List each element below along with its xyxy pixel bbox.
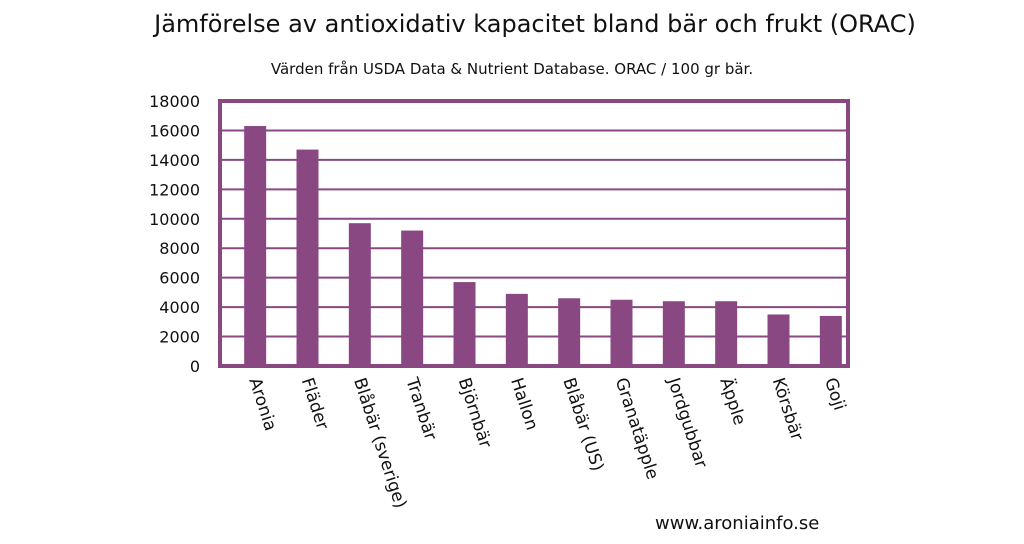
- x-tick-label: Hallon: [506, 375, 542, 432]
- bar: [767, 314, 790, 366]
- x-tick-label: Körsbär: [768, 375, 807, 443]
- x-axis-tick-labels: Aronia Fläder Blåbär (sverige)Tranbär Björn…: [244, 374, 849, 510]
- bar: [453, 282, 476, 366]
- bar: [348, 223, 371, 366]
- y-tick-label: 10000: [149, 210, 200, 229]
- y-tick-label: 0: [190, 357, 200, 376]
- bar: [244, 126, 267, 367]
- bar: [505, 293, 528, 366]
- bar: [401, 230, 424, 366]
- x-tick-label: Äpple: [715, 375, 750, 428]
- y-tick-label: 8000: [159, 239, 200, 258]
- y-tick-label: 14000: [149, 151, 200, 170]
- y-tick-label: 2000: [159, 328, 200, 347]
- chart-subtitle: Värden från USDA Data & Nutrient Databas…: [270, 60, 754, 78]
- x-tick-label: Blåbär (US): [558, 375, 608, 474]
- x-tick-label: Tranbär: [401, 374, 440, 442]
- website-watermark: www.aroniainfo.se: [655, 513, 820, 534]
- bar: [715, 301, 738, 366]
- x-tick-label: Goji: [820, 375, 849, 413]
- bar: [662, 301, 685, 366]
- y-tick-label: 12000: [149, 180, 200, 199]
- bar: [819, 315, 842, 366]
- y-tick-label: 4000: [159, 298, 200, 317]
- y-tick-label: 18000: [149, 92, 200, 111]
- x-tick-label: Fläder: [297, 375, 332, 432]
- gridlines: [220, 129, 848, 338]
- x-tick-label: Björnbär: [454, 375, 495, 450]
- bar: [296, 149, 319, 366]
- x-tick-label: Granatäpple: [611, 375, 663, 482]
- bars: [244, 126, 842, 367]
- plot-frame: [218, 99, 850, 368]
- y-axis-tick-labels: 0 2000 4000 6000 8000 10000 12000 14000 16000 180…: [149, 92, 200, 376]
- y-tick-label: 6000: [159, 269, 200, 288]
- y-tick-label: 16000: [149, 121, 200, 140]
- bar: [610, 299, 633, 366]
- x-tick-label: Jordgubbar: [663, 374, 711, 470]
- bar: [558, 298, 581, 366]
- x-tick-label: Aronia: [244, 375, 280, 433]
- x-tick-label: Blåbär (sverige): [349, 375, 411, 511]
- chart-title: Jämförelse av antioxidativ kapacitet bla…: [154, 10, 916, 38]
